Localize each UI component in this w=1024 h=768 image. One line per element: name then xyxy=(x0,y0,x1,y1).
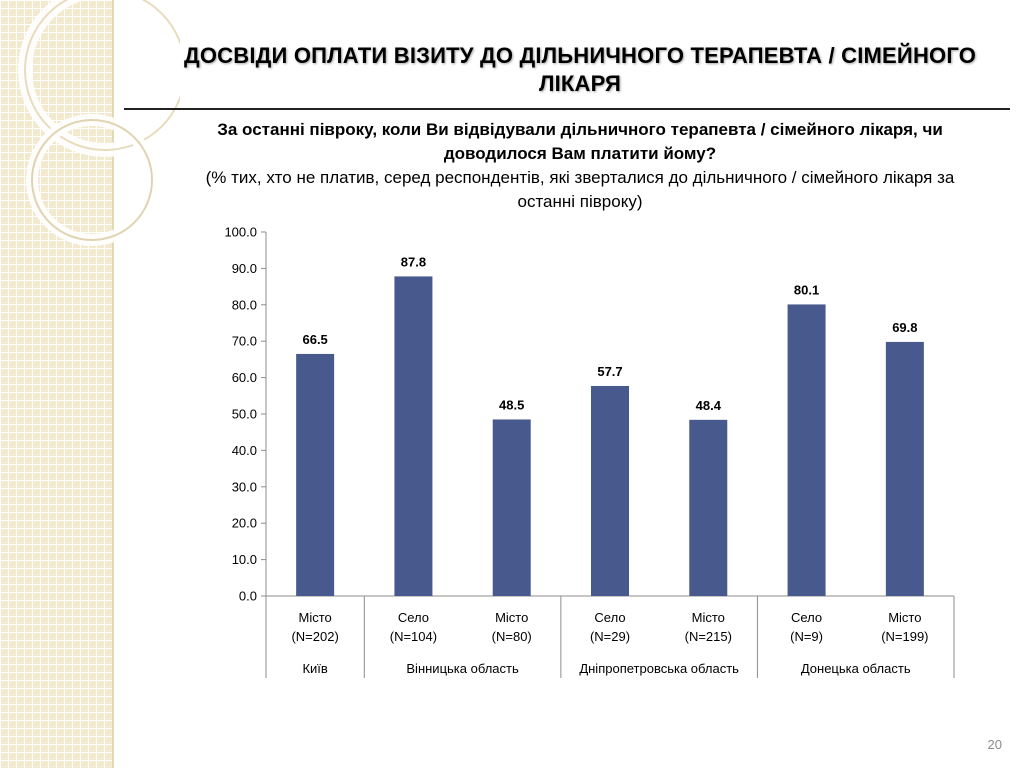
group-label: Дніпропетровська область xyxy=(579,661,739,676)
bar-value-label: 48.4 xyxy=(696,398,722,413)
category-sample-size: (N=104) xyxy=(390,629,437,644)
survey-question: За останні півроку, коли Ви відвідували … xyxy=(217,120,943,163)
bar-value-label: 87.8 xyxy=(401,254,426,269)
category-sample-size: (N=80) xyxy=(492,629,532,644)
category-sample-size: (N=215) xyxy=(685,629,732,644)
y-tick-label: 60.0 xyxy=(232,370,257,385)
category-label: Місто xyxy=(888,610,921,625)
category-sample-size: (N=9) xyxy=(790,629,823,644)
survey-note: (% тих, хто не платив, серед респонденті… xyxy=(205,168,955,211)
y-tick-label: 40.0 xyxy=(232,443,257,458)
category-label: Село xyxy=(594,610,625,625)
category-sample-size: (N=202) xyxy=(291,629,338,644)
y-tick-label: 80.0 xyxy=(232,297,257,312)
y-tick-label: 50.0 xyxy=(232,407,257,422)
bar xyxy=(885,341,924,596)
bar-value-label: 80.1 xyxy=(794,282,819,297)
bar-value-label: 69.8 xyxy=(892,320,917,335)
bar xyxy=(689,419,728,596)
page-number: 20 xyxy=(987,737,1002,752)
slide-title: ДОСВІДИ ОПЛАТИ ВІЗИТУ ДО ДІЛЬНИЧНОГО ТЕР… xyxy=(183,43,977,96)
y-tick-label: 0.0 xyxy=(239,589,257,604)
survey-question-block: За останні півроку, коли Ви відвідували … xyxy=(200,118,960,214)
y-tick-label: 10.0 xyxy=(232,552,257,567)
group-label: Київ xyxy=(302,661,327,676)
category-label: Село xyxy=(398,610,429,625)
category-label: Місто xyxy=(692,610,725,625)
y-tick-label: 70.0 xyxy=(232,334,257,349)
y-tick-label: 30.0 xyxy=(232,479,257,494)
category-label: Село xyxy=(791,610,822,625)
category-sample-size: (N=199) xyxy=(881,629,928,644)
sidebar-edge xyxy=(112,0,114,768)
bar xyxy=(394,276,433,596)
bar-value-label: 48.5 xyxy=(499,397,524,412)
bar xyxy=(296,353,335,596)
bar-value-label: 66.5 xyxy=(302,332,327,347)
category-label: Місто xyxy=(299,610,332,625)
decorative-circles xyxy=(18,0,180,246)
y-tick-label: 90.0 xyxy=(232,261,257,276)
category-sample-size: (N=29) xyxy=(590,629,630,644)
title-divider xyxy=(124,108,1010,110)
bar xyxy=(787,304,826,596)
y-tick-label: 20.0 xyxy=(232,516,257,531)
group-label: Вінницька область xyxy=(406,661,519,676)
bar xyxy=(591,385,629,596)
bar-value-label: 57.7 xyxy=(597,364,622,379)
category-label: Місто xyxy=(495,610,528,625)
y-tick-label: 100.0 xyxy=(224,225,257,240)
bar xyxy=(492,419,531,596)
group-label: Донецька область xyxy=(801,661,911,676)
